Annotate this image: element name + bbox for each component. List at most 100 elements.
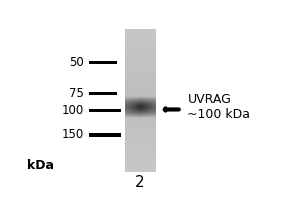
- Bar: [135, 115, 136, 116]
- Bar: [134, 116, 135, 117]
- Bar: [154, 99, 155, 100]
- Bar: [150, 100, 151, 101]
- Bar: [143, 103, 145, 104]
- Bar: [125, 112, 156, 113]
- Bar: [133, 97, 134, 98]
- Bar: [125, 119, 156, 120]
- Bar: [154, 97, 155, 98]
- Bar: [125, 69, 156, 70]
- Bar: [126, 111, 127, 112]
- Bar: [130, 107, 131, 108]
- Bar: [131, 114, 132, 115]
- Bar: [148, 112, 149, 113]
- Bar: [131, 112, 132, 113]
- Bar: [138, 116, 139, 117]
- Bar: [125, 147, 156, 148]
- Bar: [148, 110, 149, 111]
- Bar: [150, 96, 151, 97]
- Bar: [134, 106, 135, 107]
- Bar: [132, 115, 133, 116]
- Bar: [152, 106, 153, 107]
- Bar: [129, 107, 130, 108]
- Bar: [125, 164, 156, 165]
- Bar: [128, 111, 129, 112]
- Bar: [145, 98, 146, 99]
- Bar: [125, 42, 156, 43]
- Bar: [143, 116, 145, 117]
- Bar: [125, 37, 156, 38]
- Bar: [125, 64, 156, 65]
- Bar: [125, 98, 126, 99]
- Bar: [139, 105, 140, 106]
- Bar: [145, 97, 146, 98]
- Bar: [129, 106, 130, 107]
- Bar: [137, 96, 138, 97]
- Bar: [125, 142, 156, 143]
- Bar: [146, 96, 147, 97]
- Bar: [128, 96, 129, 97]
- Bar: [133, 96, 134, 97]
- Bar: [138, 115, 139, 116]
- Bar: [135, 116, 136, 117]
- Bar: [137, 113, 138, 114]
- Bar: [133, 116, 134, 117]
- Bar: [125, 160, 156, 161]
- Bar: [148, 107, 149, 108]
- Bar: [140, 102, 141, 103]
- Bar: [141, 112, 142, 113]
- Bar: [125, 99, 156, 100]
- Bar: [130, 99, 131, 100]
- Bar: [151, 109, 152, 110]
- Bar: [137, 97, 138, 98]
- Bar: [128, 105, 129, 106]
- Bar: [143, 115, 145, 116]
- Bar: [127, 105, 128, 106]
- Bar: [125, 44, 156, 45]
- Bar: [137, 117, 138, 118]
- Bar: [141, 102, 142, 103]
- Bar: [140, 97, 141, 98]
- Bar: [147, 102, 148, 103]
- Bar: [148, 109, 149, 110]
- Bar: [153, 102, 154, 103]
- Bar: [153, 96, 154, 97]
- Bar: [125, 117, 156, 118]
- Bar: [125, 106, 126, 107]
- Bar: [143, 111, 145, 112]
- Bar: [150, 102, 151, 103]
- Bar: [148, 97, 149, 98]
- Bar: [152, 101, 153, 102]
- Bar: [135, 98, 136, 99]
- Bar: [130, 110, 131, 111]
- Bar: [125, 76, 156, 77]
- Bar: [146, 97, 147, 98]
- Bar: [141, 114, 142, 115]
- Bar: [125, 31, 156, 32]
- Bar: [149, 117, 150, 118]
- Bar: [146, 105, 147, 106]
- Bar: [131, 102, 132, 103]
- Bar: [125, 79, 156, 80]
- Bar: [145, 99, 146, 100]
- Bar: [137, 108, 138, 109]
- Bar: [131, 99, 132, 100]
- Bar: [150, 103, 151, 104]
- Bar: [133, 115, 134, 116]
- Bar: [146, 100, 147, 101]
- Bar: [89, 109, 121, 112]
- Bar: [135, 111, 136, 112]
- Text: ~100 kDa: ~100 kDa: [188, 108, 250, 121]
- Bar: [136, 109, 137, 110]
- Bar: [147, 112, 148, 113]
- Bar: [137, 116, 138, 117]
- Bar: [125, 107, 126, 108]
- Bar: [150, 99, 151, 100]
- Bar: [155, 103, 156, 104]
- Bar: [127, 98, 128, 99]
- Text: kDa: kDa: [27, 159, 54, 172]
- Bar: [125, 94, 156, 95]
- Bar: [125, 101, 156, 102]
- Bar: [125, 113, 126, 114]
- Bar: [141, 99, 142, 100]
- Bar: [141, 113, 142, 114]
